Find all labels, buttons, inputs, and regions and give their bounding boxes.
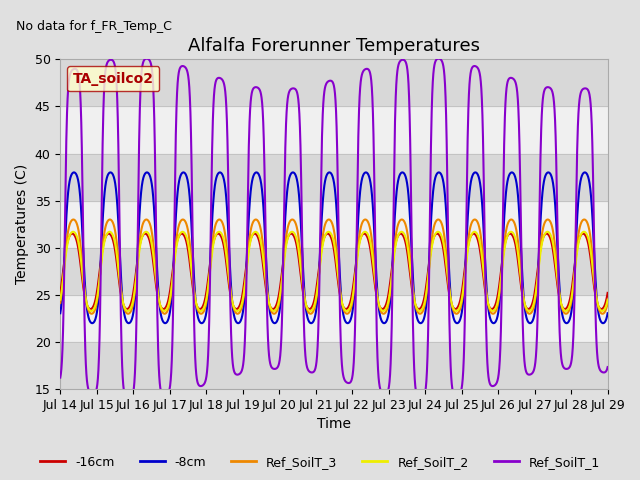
Title: Alfalfa Forerunner Temperatures: Alfalfa Forerunner Temperatures: [188, 37, 480, 55]
Legend: TA_soilco2: TA_soilco2: [67, 66, 159, 91]
Bar: [60, 201, 607, 248]
Y-axis label: Temperatures (C): Temperatures (C): [15, 164, 29, 284]
Text: No data for f_FR_Temp_C: No data for f_FR_Temp_C: [17, 20, 172, 33]
Bar: [60, 248, 607, 295]
Bar: [60, 154, 607, 201]
Bar: [60, 295, 607, 342]
Bar: [60, 107, 607, 154]
X-axis label: Time: Time: [317, 418, 351, 432]
Bar: [60, 342, 607, 389]
Legend: -16cm, -8cm, Ref_SoilT_3, Ref_SoilT_2, Ref_SoilT_1: -16cm, -8cm, Ref_SoilT_3, Ref_SoilT_2, R…: [35, 451, 605, 474]
Bar: [60, 60, 607, 107]
